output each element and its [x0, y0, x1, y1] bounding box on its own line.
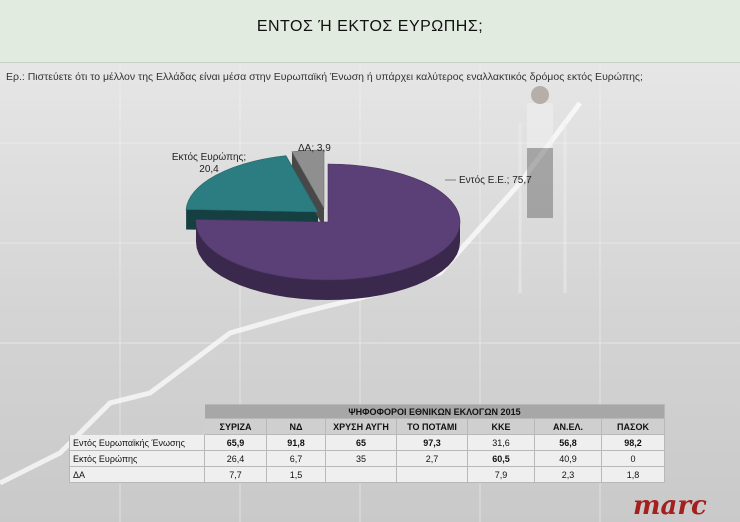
table-row: ΔΑ 7,7 1,5 7,9 2,3 1,8 [69, 466, 665, 483]
col-header: ΠΑΣΟΚ [601, 418, 665, 435]
table-cell: 1,8 [601, 466, 665, 483]
climber-silhouette [518, 86, 567, 293]
header-bar: ΕΝΤΟΣ Ή ΕΚΤΟΣ ΕΥΡΩΠΗΣ; [0, 0, 740, 63]
table-cell: 65 [325, 434, 397, 451]
label-outside-europe: Εκτός Ευρώπης; [172, 151, 246, 163]
background-decoration [0, 63, 740, 522]
label-outside-europe-value: 20,4 [199, 164, 219, 175]
page-title: ΕΝΤΟΣ Ή ΕΚΤΟΣ ΕΥΡΩΠΗΣ; [256, 18, 484, 35]
table-cell: 7,9 [467, 466, 535, 483]
row-label: ΔΑ [69, 466, 205, 483]
pie-slice-2 [291, 149, 325, 210]
label-no-answer: ΔΑ; 3,9 [298, 143, 331, 154]
table-cell: 6,7 [266, 450, 326, 467]
empty-corner [70, 405, 205, 419]
table-cell: 0 [601, 450, 665, 467]
table-cell: 2,7 [396, 450, 468, 467]
marc-logo: marc [633, 491, 707, 521]
pie-slices [185, 149, 461, 300]
pie-wall-0 [196, 222, 460, 300]
row-label: Εκτός Ευρώπης [69, 450, 205, 467]
col-header: ΚΚΕ [467, 418, 535, 435]
table-cell [396, 466, 468, 483]
table-cell: 98,2 [601, 434, 665, 451]
table-cell: 35 [325, 450, 397, 467]
table-cell: 60,5 [467, 450, 535, 467]
table-cell: 7,7 [204, 466, 267, 483]
table-cell: 26,4 [204, 450, 267, 467]
empty-corner [70, 419, 205, 435]
col-header: ΝΔ [266, 418, 326, 435]
table-cell: 91,8 [266, 434, 326, 451]
crosstab-table: ΨΗΦΟΦΟΡΟΙ ΕΘΝΙΚΩΝ ΕΚΛΟΓΩΝ 2015 ΣΥΡΙΖΑ ΝΔ… [69, 404, 665, 483]
table-cell: 31,6 [467, 434, 535, 451]
row-label: Εντός Ευρωπαϊκής Ένωσης [69, 434, 205, 451]
survey-question: Ερ.: Πιστεύετε ότι το μέλλον της Ελλάδας… [6, 71, 643, 83]
table-cell: 65,9 [204, 434, 267, 451]
table-cell: 2,3 [534, 466, 602, 483]
table-cell: 97,3 [396, 434, 468, 451]
label-eu: Εντός Ε.Ε.; 75,7 [459, 174, 532, 186]
table-cell [325, 466, 397, 483]
pie-slice-1 [185, 155, 319, 213]
table-cell: 56,8 [534, 434, 602, 451]
pie-slice-0 [195, 163, 461, 281]
col-header: ΣΥΡΙΖΑ [204, 418, 267, 435]
table-cell: 1,5 [266, 466, 326, 483]
group-header: ΨΗΦΟΦΟΡΟΙ ΕΘΝΙΚΩΝ ΕΚΛΟΓΩΝ 2015 [204, 404, 665, 419]
table-row: Εντός Ευρωπαϊκής Ένωσης 65,9 91,8 65 97,… [69, 434, 665, 451]
table-row: Εκτός Ευρώπης 26,4 6,7 35 2,7 60,5 40,9 … [69, 450, 665, 467]
col-header: ΧΡΥΣΗ ΑΥΓΗ [325, 418, 397, 435]
table-cell: 40,9 [534, 450, 602, 467]
col-header: ΤΟ ΠΟΤΑΜΙ [396, 418, 468, 435]
col-header: ΑΝ.ΕΛ. [534, 418, 602, 435]
